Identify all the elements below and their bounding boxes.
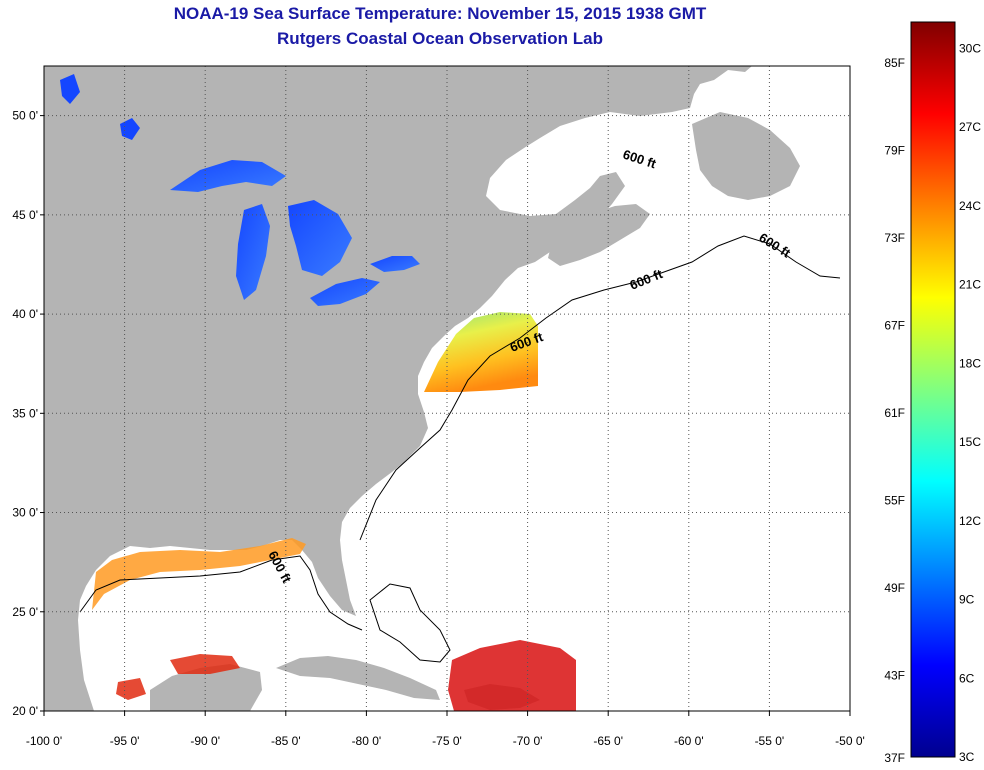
sst-caribbean-swath — [448, 640, 576, 711]
longitude-tick-label: -85 0' — [271, 734, 301, 748]
colorbar-fahrenheit-label: 43F — [884, 668, 905, 682]
land-nova-scotia — [548, 204, 650, 266]
sst-gulf-coast-swath — [92, 538, 306, 610]
colorbar-fahrenheit-label: 79F — [884, 143, 905, 157]
latitude-tick-label: 40 0' — [12, 307, 38, 321]
sst-west-gulf-swath — [116, 678, 146, 700]
isobath-600ft-bahamas — [369, 583, 451, 663]
land-yucatan — [150, 664, 262, 711]
colorbar-celsius-label: 27C — [959, 120, 981, 134]
colorbar-fahrenheit-label: 73F — [884, 231, 905, 245]
map-subtitle: Rutgers Coastal Ocean Observation Lab — [277, 29, 603, 48]
longitude-tick-label: -50 0' — [835, 734, 865, 748]
colorbar-celsius-labels: 30C 27C 24C 21C 18C 15C 12C 9C 6C 3C — [959, 41, 981, 764]
longitude-tick-label: -65 0' — [593, 734, 623, 748]
sst-yucatan-swath — [170, 654, 240, 674]
longitude-tick-label: -95 0' — [110, 734, 140, 748]
sst-colorbar — [910, 21, 956, 758]
colorbar-celsius-label: 12C — [959, 514, 981, 528]
great-lakes-sst — [60, 74, 420, 306]
longitude-tick-label: -55 0' — [755, 734, 785, 748]
colorbar-fahrenheit-label: 49F — [884, 581, 905, 595]
longitude-tick-label: -90 0' — [190, 734, 220, 748]
colorbar-celsius-label: 3C — [959, 750, 975, 764]
latitude-tick-label: 35 0' — [12, 406, 38, 420]
sst-mid-atlantic-swath — [424, 312, 538, 392]
latitude-axis-labels: 20 0' 25 0' 30 0' 35 0' 40 0' 45 0' 50 0' — [12, 109, 44, 718]
land-mexico — [44, 620, 94, 711]
map-layers — [44, 66, 841, 711]
land-north-america — [44, 66, 752, 620]
latitude-tick-label: 45 0' — [12, 208, 38, 222]
longitude-tick-label: -60 0' — [674, 734, 704, 748]
colorbar-celsius-label: 18C — [959, 356, 981, 370]
colorbar-celsius-label: 15C — [959, 435, 981, 449]
colorbar-fahrenheit-label: 61F — [884, 406, 905, 420]
colorbar-celsius-label: 30C — [959, 41, 981, 55]
isobath-600ft-atlantic — [359, 235, 841, 541]
map-title: NOAA-19 Sea Surface Temperature: Novembe… — [173, 4, 707, 23]
colorbar-fahrenheit-label: 67F — [884, 318, 905, 332]
land-cuba — [276, 656, 440, 700]
longitude-tick-label: -75 0' — [432, 734, 462, 748]
latitude-tick-label: 50 0' — [12, 109, 38, 123]
longitude-tick-label: -80 0' — [352, 734, 382, 748]
colorbar-celsius-label: 24C — [959, 199, 981, 213]
latitude-tick-label: 25 0' — [12, 605, 38, 619]
isobath-600ft-gulf — [79, 555, 363, 631]
colorbar-celsius-label: 21C — [959, 278, 981, 292]
colorbar-fahrenheit-label: 85F — [884, 56, 905, 70]
longitude-axis-labels: -100 0' -95 0' -90 0' -85 0' -80 0' -75 0' -70… — [26, 711, 865, 748]
colorbar-celsius-label: 9C — [959, 593, 975, 607]
colorbar-fahrenheit-labels: 85F 79F 73F 67F 61F 55F 49F 43F 37F — [884, 56, 905, 765]
longitude-tick-label: -100 0' — [26, 734, 62, 748]
latitude-tick-label: 20 0' — [12, 704, 38, 718]
land-newfoundland — [692, 112, 800, 200]
colorbar-celsius-label: 6C — [959, 671, 975, 685]
longitude-tick-label: -70 0' — [513, 734, 543, 748]
latitude-tick-label: 30 0' — [12, 506, 38, 520]
colorbar-fahrenheit-label: 37F — [884, 751, 905, 765]
colorbar-fahrenheit-label: 55F — [884, 493, 905, 507]
